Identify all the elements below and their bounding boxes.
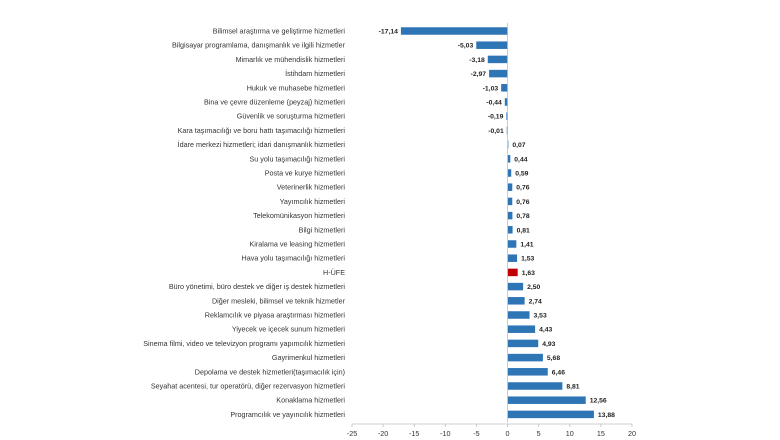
bar xyxy=(507,155,511,163)
bar xyxy=(507,183,513,191)
category-label: Depolama ve destek hizmetleri(taşımacılı… xyxy=(195,367,345,376)
value-label: -5,03 xyxy=(458,43,474,50)
value-label: 12,56 xyxy=(590,398,607,405)
category-label: Sinema filmi, video ve televizyon progra… xyxy=(143,339,345,348)
bar xyxy=(476,41,508,49)
category-label: Su yolu taşımacılığı hizmetleri xyxy=(250,154,346,163)
value-label: 3,53 xyxy=(534,313,547,320)
category-label: Telekomünikasyon hizmetleri xyxy=(253,211,345,220)
category-label: Yayımcılık hizmetleri xyxy=(280,197,346,206)
value-label: 2,50 xyxy=(527,284,540,291)
value-label: 0,07 xyxy=(512,142,525,149)
category-label: İdare merkezi hizmetleri; idari danışman… xyxy=(178,140,346,149)
x-tick-label: -25 xyxy=(347,429,357,438)
value-label: -1,03 xyxy=(483,85,499,92)
category-label: Bilgi hizmetleri xyxy=(299,225,346,234)
value-label: 0,78 xyxy=(516,213,529,220)
bar xyxy=(507,254,518,262)
x-tick-label: 5 xyxy=(537,429,541,438)
bar xyxy=(507,211,513,220)
category-label: İstihdam hizmetleri xyxy=(285,69,345,78)
value-label: 0,76 xyxy=(516,199,529,206)
x-tick-label: 20 xyxy=(628,429,636,438)
category-label: Bina ve çevre düzenleme (peyzaj) hizmetl… xyxy=(204,98,345,107)
category-label: Mimarlık ve mühendislik hizmetleri xyxy=(236,55,346,64)
bar xyxy=(507,240,517,248)
value-label: 0,76 xyxy=(516,185,529,192)
bar xyxy=(501,84,508,92)
category-label: Güvenlik ve soruşturma hizmetleri xyxy=(237,112,346,121)
bar xyxy=(506,112,508,120)
category-label: Seyahat acentesi, tur operatörü, diğer r… xyxy=(151,382,346,391)
value-label: 6,46 xyxy=(552,369,565,376)
value-label: -0,19 xyxy=(488,114,504,121)
bar xyxy=(507,396,586,404)
bar xyxy=(507,382,563,390)
category-label: Posta ve kurye hizmetleri xyxy=(265,169,346,178)
bar xyxy=(507,226,513,234)
value-label: 1,41 xyxy=(520,242,533,249)
value-label: 1,63 xyxy=(522,270,535,277)
value-label: -2,97 xyxy=(471,71,487,78)
value-label: -0,44 xyxy=(486,100,502,107)
category-label: Diğer mesleki, bilimsel ve teknik hizmet… xyxy=(212,296,346,305)
bar xyxy=(507,353,543,362)
x-tick-label: -5 xyxy=(473,429,479,438)
value-label: 2,74 xyxy=(529,298,542,305)
bar xyxy=(507,297,525,305)
bar xyxy=(507,268,518,277)
category-label: Kiralama ve leasing hizmetleri xyxy=(250,240,346,249)
value-label: 4,93 xyxy=(542,341,555,348)
value-label: 1,53 xyxy=(521,256,534,263)
category-label: Bilimsel araştırma ve geliştirme hizmetl… xyxy=(213,27,346,36)
category-label: Konaklama hizmetleri xyxy=(276,396,345,405)
category-label: Hukuk ve muhasebe hizmetleri xyxy=(247,83,346,92)
bar xyxy=(507,282,524,291)
x-tick-label: 0 xyxy=(506,429,510,438)
x-tick-label: -15 xyxy=(409,429,419,438)
bar xyxy=(507,311,530,319)
category-label: Yiyecek ve içecek sunum hizmetleri xyxy=(232,325,346,334)
value-label: -0,01 xyxy=(488,128,504,135)
bar xyxy=(507,325,536,333)
bar xyxy=(507,197,513,206)
value-label: 0,44 xyxy=(514,156,527,163)
x-tick-label: 10 xyxy=(566,429,574,438)
value-label: 4,43 xyxy=(539,327,552,334)
bar xyxy=(400,27,508,35)
x-tick-label: -20 xyxy=(378,429,388,438)
bar xyxy=(507,169,512,177)
bar xyxy=(489,69,508,78)
category-label: Hava yolu taşımacılığı hizmetleri xyxy=(242,254,346,263)
value-label: -3,18 xyxy=(469,57,485,64)
bar xyxy=(507,368,548,376)
category-label: Veterinerlik hizmetleri xyxy=(277,183,346,192)
value-label: 13,88 xyxy=(598,412,615,419)
x-tick-label: 15 xyxy=(597,429,605,438)
bar xyxy=(487,55,508,64)
category-label: Bilgisayar programlama, danışmanlık ve i… xyxy=(172,41,346,50)
category-label: Programcılık ve yayıncılık hizmetleri xyxy=(230,410,345,419)
category-label: Kara taşımacılığı ve boru hattı taşımacı… xyxy=(178,126,346,135)
value-label: 8,81 xyxy=(566,384,579,391)
bar xyxy=(507,339,539,348)
category-label: Reklamcılık ve piyasa araştırması hizmet… xyxy=(205,311,346,320)
category-label: Büro yönetimi, büro destek ve diğer iş d… xyxy=(169,282,346,291)
value-label: 0,81 xyxy=(517,227,530,234)
value-label: 0,59 xyxy=(515,171,528,178)
bar xyxy=(507,410,594,419)
category-label: Gayrimenkul hizmetleri xyxy=(272,353,345,362)
bar xyxy=(504,98,508,106)
x-tick-label: -10 xyxy=(440,429,450,438)
category-label: H-ÜFE xyxy=(323,268,345,277)
value-label: -17,14 xyxy=(379,29,398,36)
value-label: 5,68 xyxy=(547,355,560,362)
